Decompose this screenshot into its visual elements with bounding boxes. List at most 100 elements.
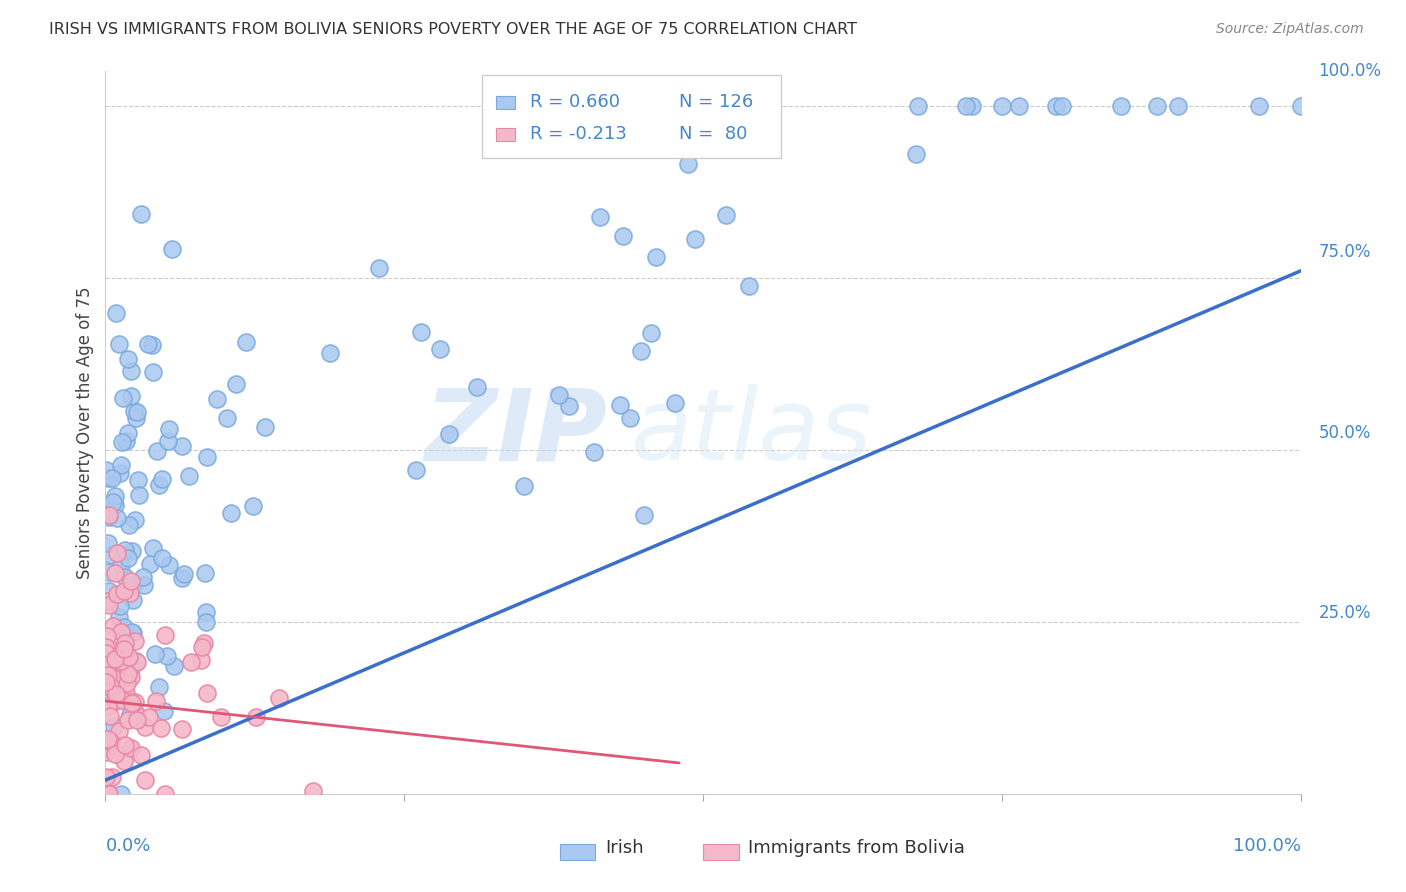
Point <box>664 396 686 410</box>
Point <box>117 667 139 681</box>
Point <box>139 557 162 571</box>
Point <box>170 571 193 585</box>
Point <box>115 685 138 699</box>
Point <box>172 438 194 452</box>
Point <box>129 748 152 763</box>
Text: ZIP: ZIP <box>425 384 607 481</box>
Point <box>127 473 149 487</box>
Point <box>104 662 127 676</box>
Point <box>955 99 977 113</box>
Point <box>104 672 127 686</box>
Point <box>125 405 148 419</box>
Point <box>1045 99 1067 113</box>
Point <box>96 675 118 690</box>
Point <box>153 787 176 801</box>
Bar <box>496 96 515 109</box>
Point <box>98 709 121 723</box>
Point <box>114 542 136 557</box>
Point <box>120 707 142 722</box>
Point <box>512 479 534 493</box>
Point <box>112 391 135 405</box>
Point <box>190 652 212 666</box>
Point <box>146 444 169 458</box>
Point <box>195 450 218 465</box>
Text: 25.0%: 25.0% <box>1319 604 1371 623</box>
Point <box>104 652 127 666</box>
Point <box>98 641 121 656</box>
Point <box>98 509 121 524</box>
Point <box>157 558 180 573</box>
Point <box>110 558 132 572</box>
Point <box>160 243 183 257</box>
Point <box>110 654 132 668</box>
Point <box>547 388 569 402</box>
Point <box>114 636 136 650</box>
Point <box>120 661 142 675</box>
Point <box>100 549 122 563</box>
Point <box>114 738 136 752</box>
Point <box>405 463 427 477</box>
Point <box>124 513 146 527</box>
Point <box>150 473 173 487</box>
Point <box>716 208 738 222</box>
Point <box>439 427 461 442</box>
Point <box>269 691 291 706</box>
Point <box>134 720 156 734</box>
Point <box>100 735 122 749</box>
Point <box>105 511 128 525</box>
Point <box>98 787 121 801</box>
Point <box>120 699 142 714</box>
Point <box>302 783 325 797</box>
Point <box>589 210 612 224</box>
Point <box>120 670 142 684</box>
Point <box>96 783 118 797</box>
Point <box>94 657 117 672</box>
Point <box>148 681 170 695</box>
Point <box>173 567 195 582</box>
Point <box>128 488 150 502</box>
Point <box>117 425 139 440</box>
Point <box>125 653 148 667</box>
Point <box>100 681 122 695</box>
Point <box>100 471 122 485</box>
Point <box>242 499 264 513</box>
Point <box>409 325 432 339</box>
Point <box>159 422 181 436</box>
Point <box>633 508 655 522</box>
Point <box>97 652 120 666</box>
Point <box>120 586 142 600</box>
Point <box>640 326 662 340</box>
Point <box>96 657 118 672</box>
Point <box>121 544 143 558</box>
Point <box>132 578 155 592</box>
Point <box>97 698 120 713</box>
Point <box>142 541 165 555</box>
Point <box>207 392 229 406</box>
Point <box>114 584 136 599</box>
Point <box>127 655 149 669</box>
Point <box>108 724 131 739</box>
Point <box>215 410 238 425</box>
Point <box>990 99 1012 113</box>
Point <box>114 642 136 657</box>
Point <box>96 595 118 609</box>
Point <box>101 494 124 508</box>
Point <box>101 619 124 633</box>
Point <box>124 577 146 591</box>
Point <box>122 404 145 418</box>
Point <box>191 640 214 655</box>
Point <box>104 566 127 580</box>
Point <box>117 352 139 367</box>
Point <box>94 745 117 759</box>
Point <box>225 376 247 391</box>
Point <box>120 695 142 709</box>
Point <box>195 605 218 619</box>
Point <box>609 398 631 412</box>
Text: N = 126: N = 126 <box>679 94 754 112</box>
Bar <box>496 128 515 141</box>
Point <box>193 566 215 580</box>
Point <box>193 635 215 649</box>
Point <box>129 207 152 221</box>
Point <box>619 410 641 425</box>
Point <box>96 640 118 655</box>
